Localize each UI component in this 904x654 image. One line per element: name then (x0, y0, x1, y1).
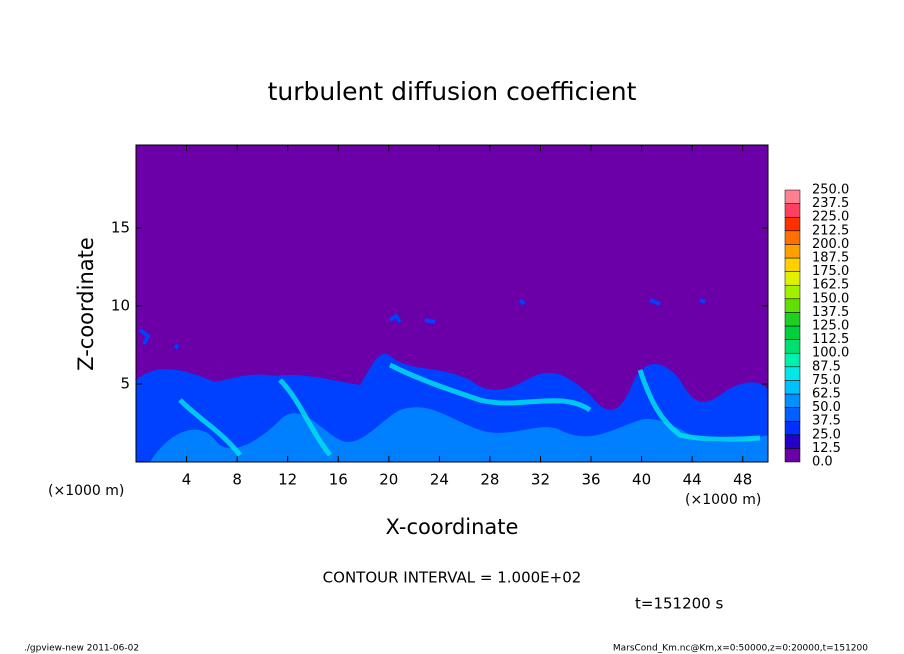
colorbar-band (784, 244, 801, 259)
time-label: t=151200 s (635, 595, 723, 613)
colorbar-band (784, 216, 801, 232)
colorbar-label: 0.0 (812, 455, 833, 470)
x-axis-label: X-coordinate (386, 515, 519, 539)
x-unit-label: (×1000 m) (685, 492, 761, 508)
colorbar-label: 237.5 (812, 196, 849, 211)
chart-title: turbulent diffusion coefficient (268, 77, 637, 106)
footer-left: ./gpview-new 2011-06-02 (24, 644, 139, 654)
colorbar-label: 150.0 (812, 291, 849, 306)
colorbar-band (784, 420, 801, 436)
x-tick-label: 24 (430, 471, 449, 489)
y-tick-label: 15 (111, 219, 130, 237)
x-tick-label: 8 (232, 471, 242, 489)
heatmap-field (136, 145, 768, 462)
contour-interval: CONTOUR INTERVAL = 1.000E+02 (323, 569, 582, 587)
x-tick-label: 12 (278, 471, 297, 489)
colorbar-band (784, 434, 801, 449)
colorbar-band (784, 407, 801, 422)
y-axis-label: Z-coordinate (74, 237, 98, 371)
colorbar-label: 25.0 (812, 427, 841, 442)
colorbar-band (784, 380, 801, 395)
colorbar-label: 175.0 (812, 264, 849, 279)
colorbar-label: 250.0 (812, 183, 849, 198)
colorbar-label: 37.5 (812, 414, 841, 429)
x-tick-label: 36 (581, 471, 600, 489)
colorbar-band (784, 448, 801, 463)
colorbar-label: 225.0 (812, 210, 849, 225)
colorbar-label: 187.5 (812, 251, 849, 266)
y-tick-label: 10 (111, 297, 130, 315)
footer-right: MarsCond_Km.nc@Km,x=0:50000,z=0:20000,t=… (613, 644, 868, 654)
colorbar-band (784, 366, 801, 381)
colorbar-label: 125.0 (812, 319, 849, 334)
colorbar-label: 62.5 (812, 387, 841, 402)
colorbar-band (784, 271, 801, 286)
colorbar-label: 87.5 (812, 359, 841, 374)
x-tick-label: 16 (329, 471, 348, 489)
y-tick-label: 5 (120, 375, 130, 393)
colorbar-label: 50.0 (812, 400, 841, 415)
colorbar-label: 75.0 (812, 373, 841, 388)
x-tick-label: 28 (480, 471, 499, 489)
colorbar-band (784, 203, 801, 218)
colorbar-band (784, 230, 801, 245)
colorbar-label: 112.5 (812, 332, 849, 347)
x-tick-label: 48 (733, 471, 752, 489)
colorbar-band (784, 352, 801, 368)
x-tick-label: 20 (379, 471, 398, 489)
colorbar-label: 162.5 (812, 278, 849, 293)
x-tick-label: 32 (531, 471, 550, 489)
colorbar-band (784, 298, 801, 313)
x-unit-label: (×1000 m) (48, 483, 124, 499)
x-tick-label: 44 (683, 471, 702, 489)
colorbar-label: 100.0 (812, 346, 849, 361)
colorbar-band (784, 312, 801, 327)
colorbar-label: 12.5 (812, 441, 841, 456)
plot-frame (135, 144, 769, 463)
colorbar-band (784, 284, 801, 300)
colorbar-label: 212.5 (812, 223, 849, 238)
colorbar-label: 137.5 (812, 305, 849, 320)
colorbar-band (784, 393, 801, 408)
colorbar-band (784, 325, 801, 340)
x-tick-label: 4 (182, 471, 192, 489)
colorbar-band (784, 189, 801, 204)
colorbar-band (784, 257, 801, 272)
colorbar-band (784, 339, 801, 354)
x-tick-label: 40 (632, 471, 651, 489)
colorbar-label: 200.0 (812, 237, 849, 252)
